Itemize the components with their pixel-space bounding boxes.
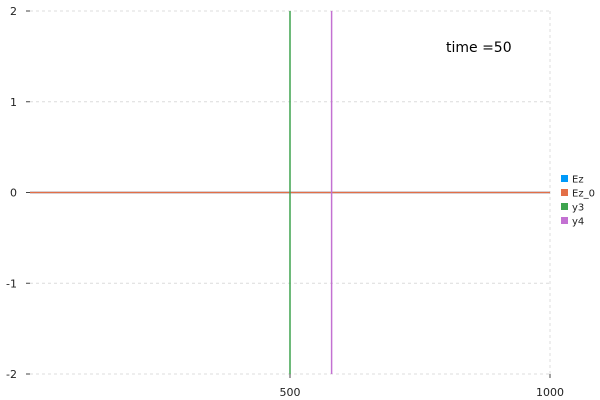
x-tick-label: 500 [280, 386, 301, 399]
time-annotation: time =50 [446, 40, 512, 56]
y-tick-label: 2 [10, 5, 17, 18]
legend-swatch-ez-0 [561, 189, 568, 196]
legend-label-y3: y3 [572, 203, 584, 214]
series-lines [30, 11, 550, 374]
legend-swatch-ez [561, 175, 568, 182]
y-tick-label: -2 [6, 368, 17, 381]
legend-label-ez-0: Ez_0 [572, 189, 595, 200]
legend-swatch-y3 [561, 203, 568, 210]
y-tick-label: -1 [6, 277, 17, 290]
legend-label-y4: y4 [572, 217, 584, 228]
legend-label-ez: Ez [572, 175, 584, 186]
y-tick-label: 1 [10, 96, 17, 109]
axes: -2 -1 0 1 2 500 1000 [6, 5, 564, 399]
legend-swatch-y4 [561, 217, 568, 224]
x-tick-label: 1000 [536, 386, 564, 399]
y-tick-label: 0 [10, 187, 17, 200]
legend: Ez Ez_0 y3 y4 [561, 175, 595, 228]
